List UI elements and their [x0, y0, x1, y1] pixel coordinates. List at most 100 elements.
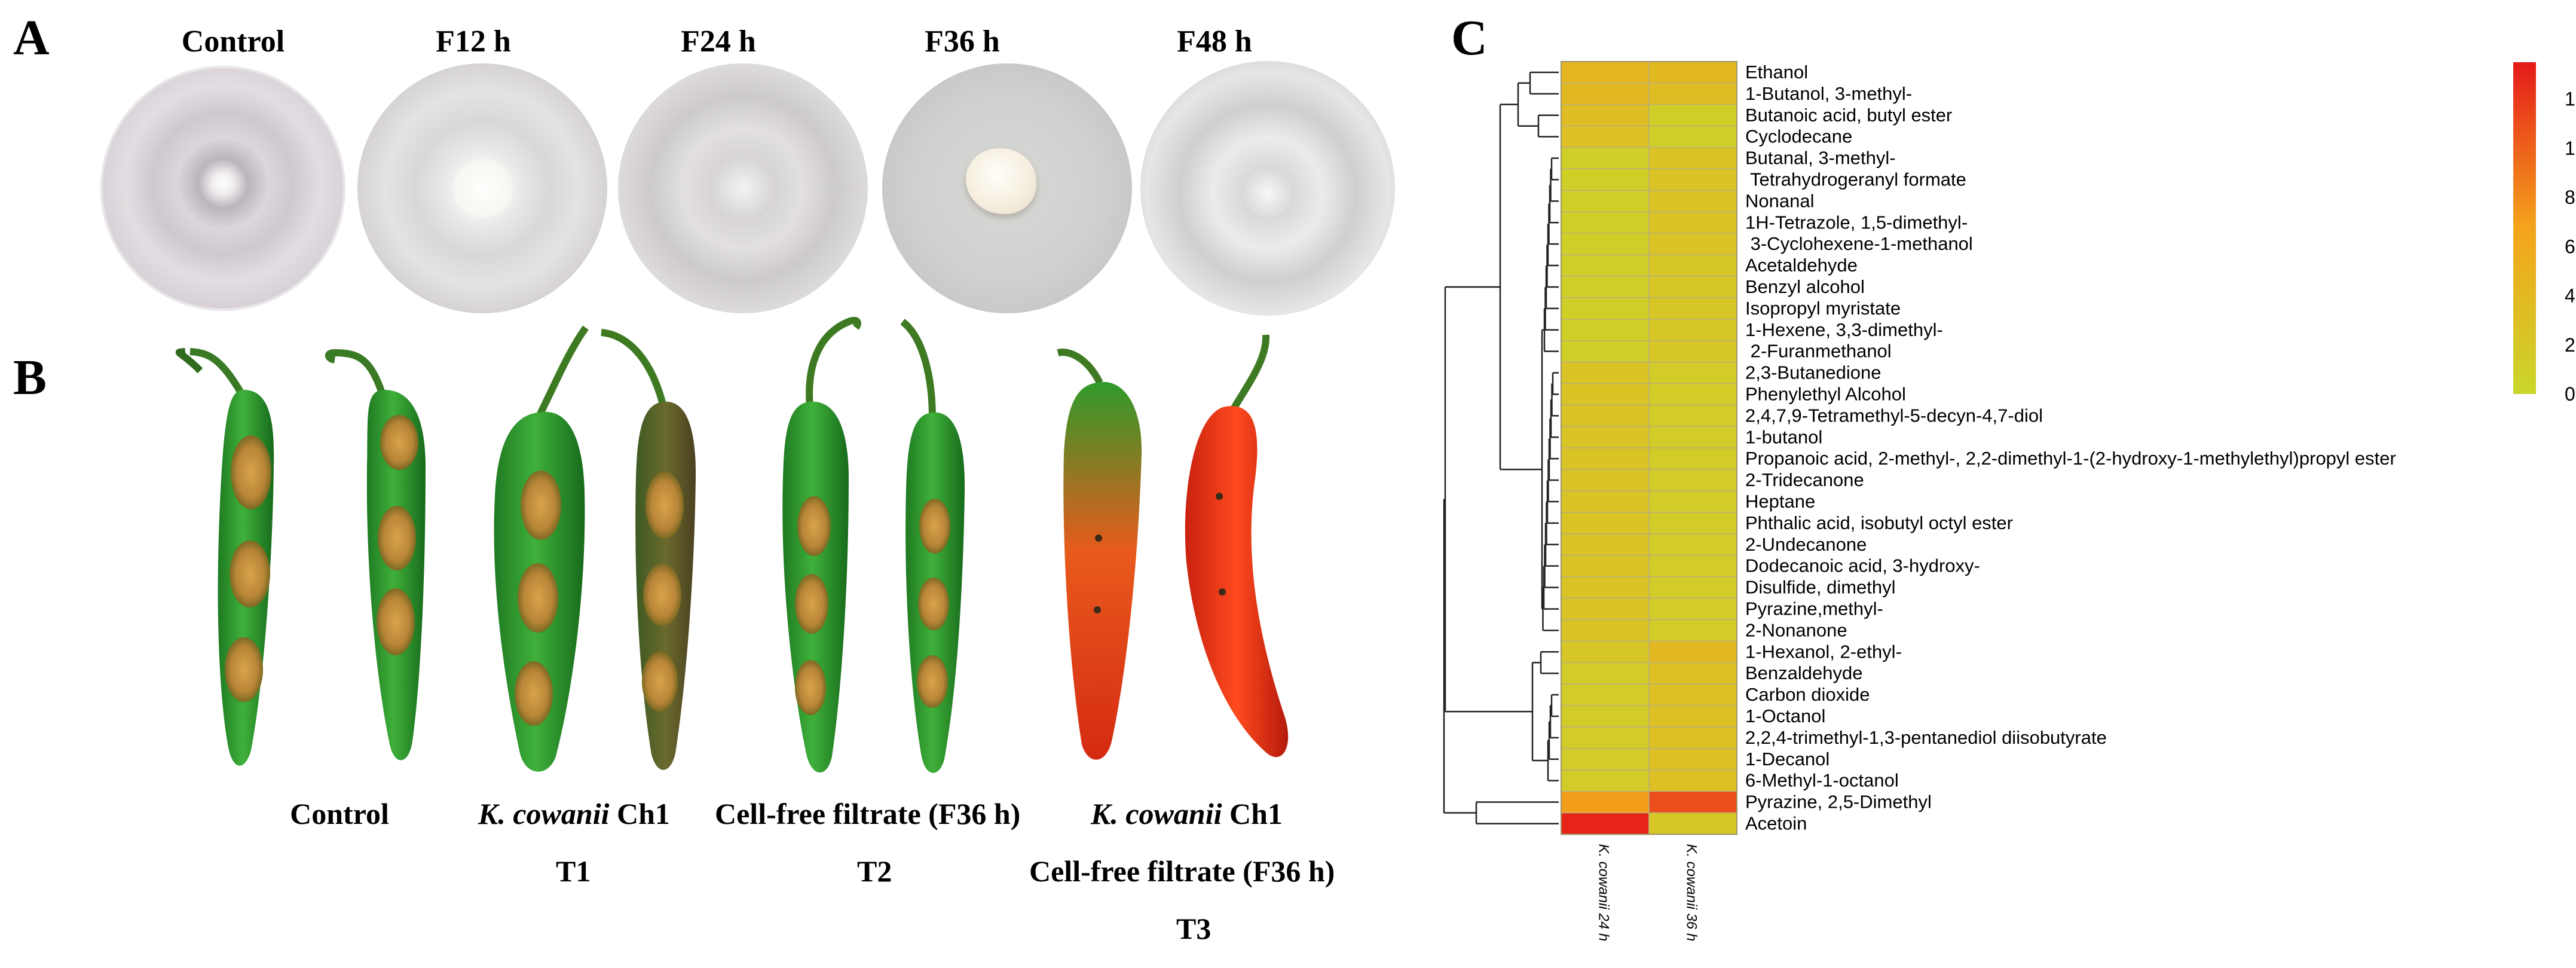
heatmap-cell: [1648, 83, 1737, 105]
heatmap-cell: [1648, 61, 1737, 84]
row-label: Phthalic acid, isobutyl octyl ester: [1745, 512, 2013, 533]
heatmap-cell: [1648, 554, 1737, 578]
caption-t3-filtrate: Cell-free filtrate (F36 h): [1029, 854, 1335, 888]
heatmap-cell: [1561, 276, 1650, 298]
heatmap-cell: [1648, 683, 1737, 706]
colorbar-gradient: [2513, 62, 2536, 394]
heatmap-cell: [1561, 211, 1650, 234]
heatmap-cell: [1561, 597, 1650, 621]
pepper-t2-2: [900, 319, 965, 773]
row-label: 3-Cyclohexene-1-methanol: [1745, 233, 1973, 254]
heatmap-cell: [1561, 512, 1650, 535]
heatmap-cell: [1648, 512, 1737, 535]
heatmap-cell: [1561, 662, 1650, 685]
colorbar-tick-label: 4: [2565, 285, 2575, 307]
row-label: Benzaldehyde: [1745, 662, 1863, 683]
row-label: Heptane: [1745, 491, 1815, 512]
caption-t2-id: T2: [857, 854, 892, 888]
heatmap-cell: [1561, 812, 1650, 835]
pepper-control-1: [175, 348, 274, 766]
caption-t2: Cell-free filtrate (F36 h): [715, 797, 1021, 830]
heatmap-cell: [1561, 340, 1650, 363]
heatmap-cell: [1648, 276, 1737, 298]
row-label: Pyrazine, 2,5-Dimethyl: [1745, 792, 1932, 813]
heatmap-cell: [1648, 619, 1737, 642]
colorbar-tick-label: 2: [2565, 334, 2575, 356]
heatmap-cell: [1648, 319, 1737, 341]
panel-letter-c: C: [1451, 10, 1488, 66]
row-label: Carbon dioxide: [1745, 684, 1870, 705]
panel-letter-b: B: [13, 350, 47, 405]
heatmap-cell: [1648, 297, 1737, 320]
heatmap-cell: [1561, 146, 1650, 170]
heatmap-cell: [1648, 426, 1737, 448]
row-label: 1-Hexene, 3,3-dimethyl-: [1745, 319, 1943, 340]
caption-t1-species: K. cowanii: [478, 797, 610, 830]
row-label: 2,4,7,9-Tetramethyl-5-decyn-4,7-diol: [1745, 405, 2043, 426]
heatmap-cell: [1561, 297, 1650, 320]
pepper-t3-1: [1057, 349, 1142, 760]
row-dendrogram: [1443, 71, 1559, 825]
row-label: Ethanol: [1745, 62, 1808, 83]
row-label: 1-Octanol: [1745, 706, 1825, 726]
heatmap-cell: [1648, 662, 1737, 685]
caption-t1-strain: Ch1: [616, 797, 670, 830]
caption-t3-id: T3: [1176, 912, 1211, 945]
heatmap-cell: [1561, 168, 1650, 191]
row-label: Nonanal: [1745, 190, 1814, 211]
heatmap-cell: [1648, 168, 1737, 191]
caption-t3-strain: Ch1: [1229, 797, 1283, 830]
heatmap-cell: [1648, 812, 1737, 835]
plate-title-f12h: F12 h: [436, 25, 511, 59]
heatmap-cell: [1648, 769, 1737, 792]
row-label: Acetoin: [1745, 813, 1807, 834]
heatmap-cell: [1648, 640, 1737, 663]
row-label: Dodecanoic acid, 3-hydroxy-: [1745, 555, 1980, 576]
petri-dish-control: [100, 66, 345, 311]
heatmap-cell: [1648, 404, 1737, 427]
pepper-t2-1: [782, 317, 861, 773]
row-label: Isopropyl myristate: [1745, 298, 1901, 319]
heatmap-cell: [1648, 705, 1737, 728]
heatmap-cell: [1561, 490, 1650, 513]
heatmap-cell: [1561, 705, 1650, 728]
caption-t1-id: T1: [556, 854, 591, 888]
row-label: 1-Decanol: [1745, 749, 1829, 769]
row-label: 1-Butanol, 3-methyl-: [1745, 83, 1912, 104]
heatmap-cell: [1561, 447, 1650, 470]
row-label: 2-Tridecanone: [1745, 469, 1864, 490]
mycelium-center-f12h: [453, 158, 513, 218]
row-label: Butanal, 3-methyl-: [1745, 148, 1896, 169]
heatmap-cell: [1648, 790, 1737, 814]
heatmap-cell: [1561, 619, 1650, 642]
heatmap-cell: [1561, 404, 1650, 427]
heatmap-cell: [1561, 61, 1650, 84]
heatmap-cells: [1561, 61, 1737, 835]
row-label: Benzyl alcohol: [1745, 276, 1865, 297]
heatmap-cell: [1561, 790, 1650, 814]
heatmap-cell: [1561, 576, 1650, 599]
row-label: Cyclodecane: [1745, 126, 1852, 147]
heatmap-cell: [1648, 233, 1737, 255]
heatmap-cell: [1648, 211, 1737, 234]
pepper-t1-2: [601, 329, 696, 770]
row-label: Tetrahydrogeranyl formate: [1745, 169, 1966, 190]
row-label: Pyrazine,methyl-: [1745, 598, 1883, 619]
plate-title-f36h: F36 h: [925, 25, 1000, 59]
heatmap-cell: [1561, 554, 1650, 578]
heatmap-cell: [1561, 426, 1650, 448]
caption-t1-organism: K. cowanii Ch1: [478, 796, 670, 831]
row-label: 1H-Tetrazole, 1,5-dimethyl-: [1745, 212, 1968, 233]
heatmap-cell: [1561, 190, 1650, 213]
heatmap-cell: [1561, 469, 1650, 491]
heatmap-cell: [1648, 190, 1737, 213]
heatmap-cell: [1561, 83, 1650, 105]
plate-title-f24h: F24 h: [681, 25, 756, 59]
heatmap-cell: [1648, 748, 1737, 771]
heatmap-cell: [1561, 319, 1650, 341]
colorbar-tick-label: 6: [2565, 236, 2575, 257]
heatmap-cell: [1648, 340, 1737, 363]
heatmap-cell: [1561, 383, 1650, 406]
